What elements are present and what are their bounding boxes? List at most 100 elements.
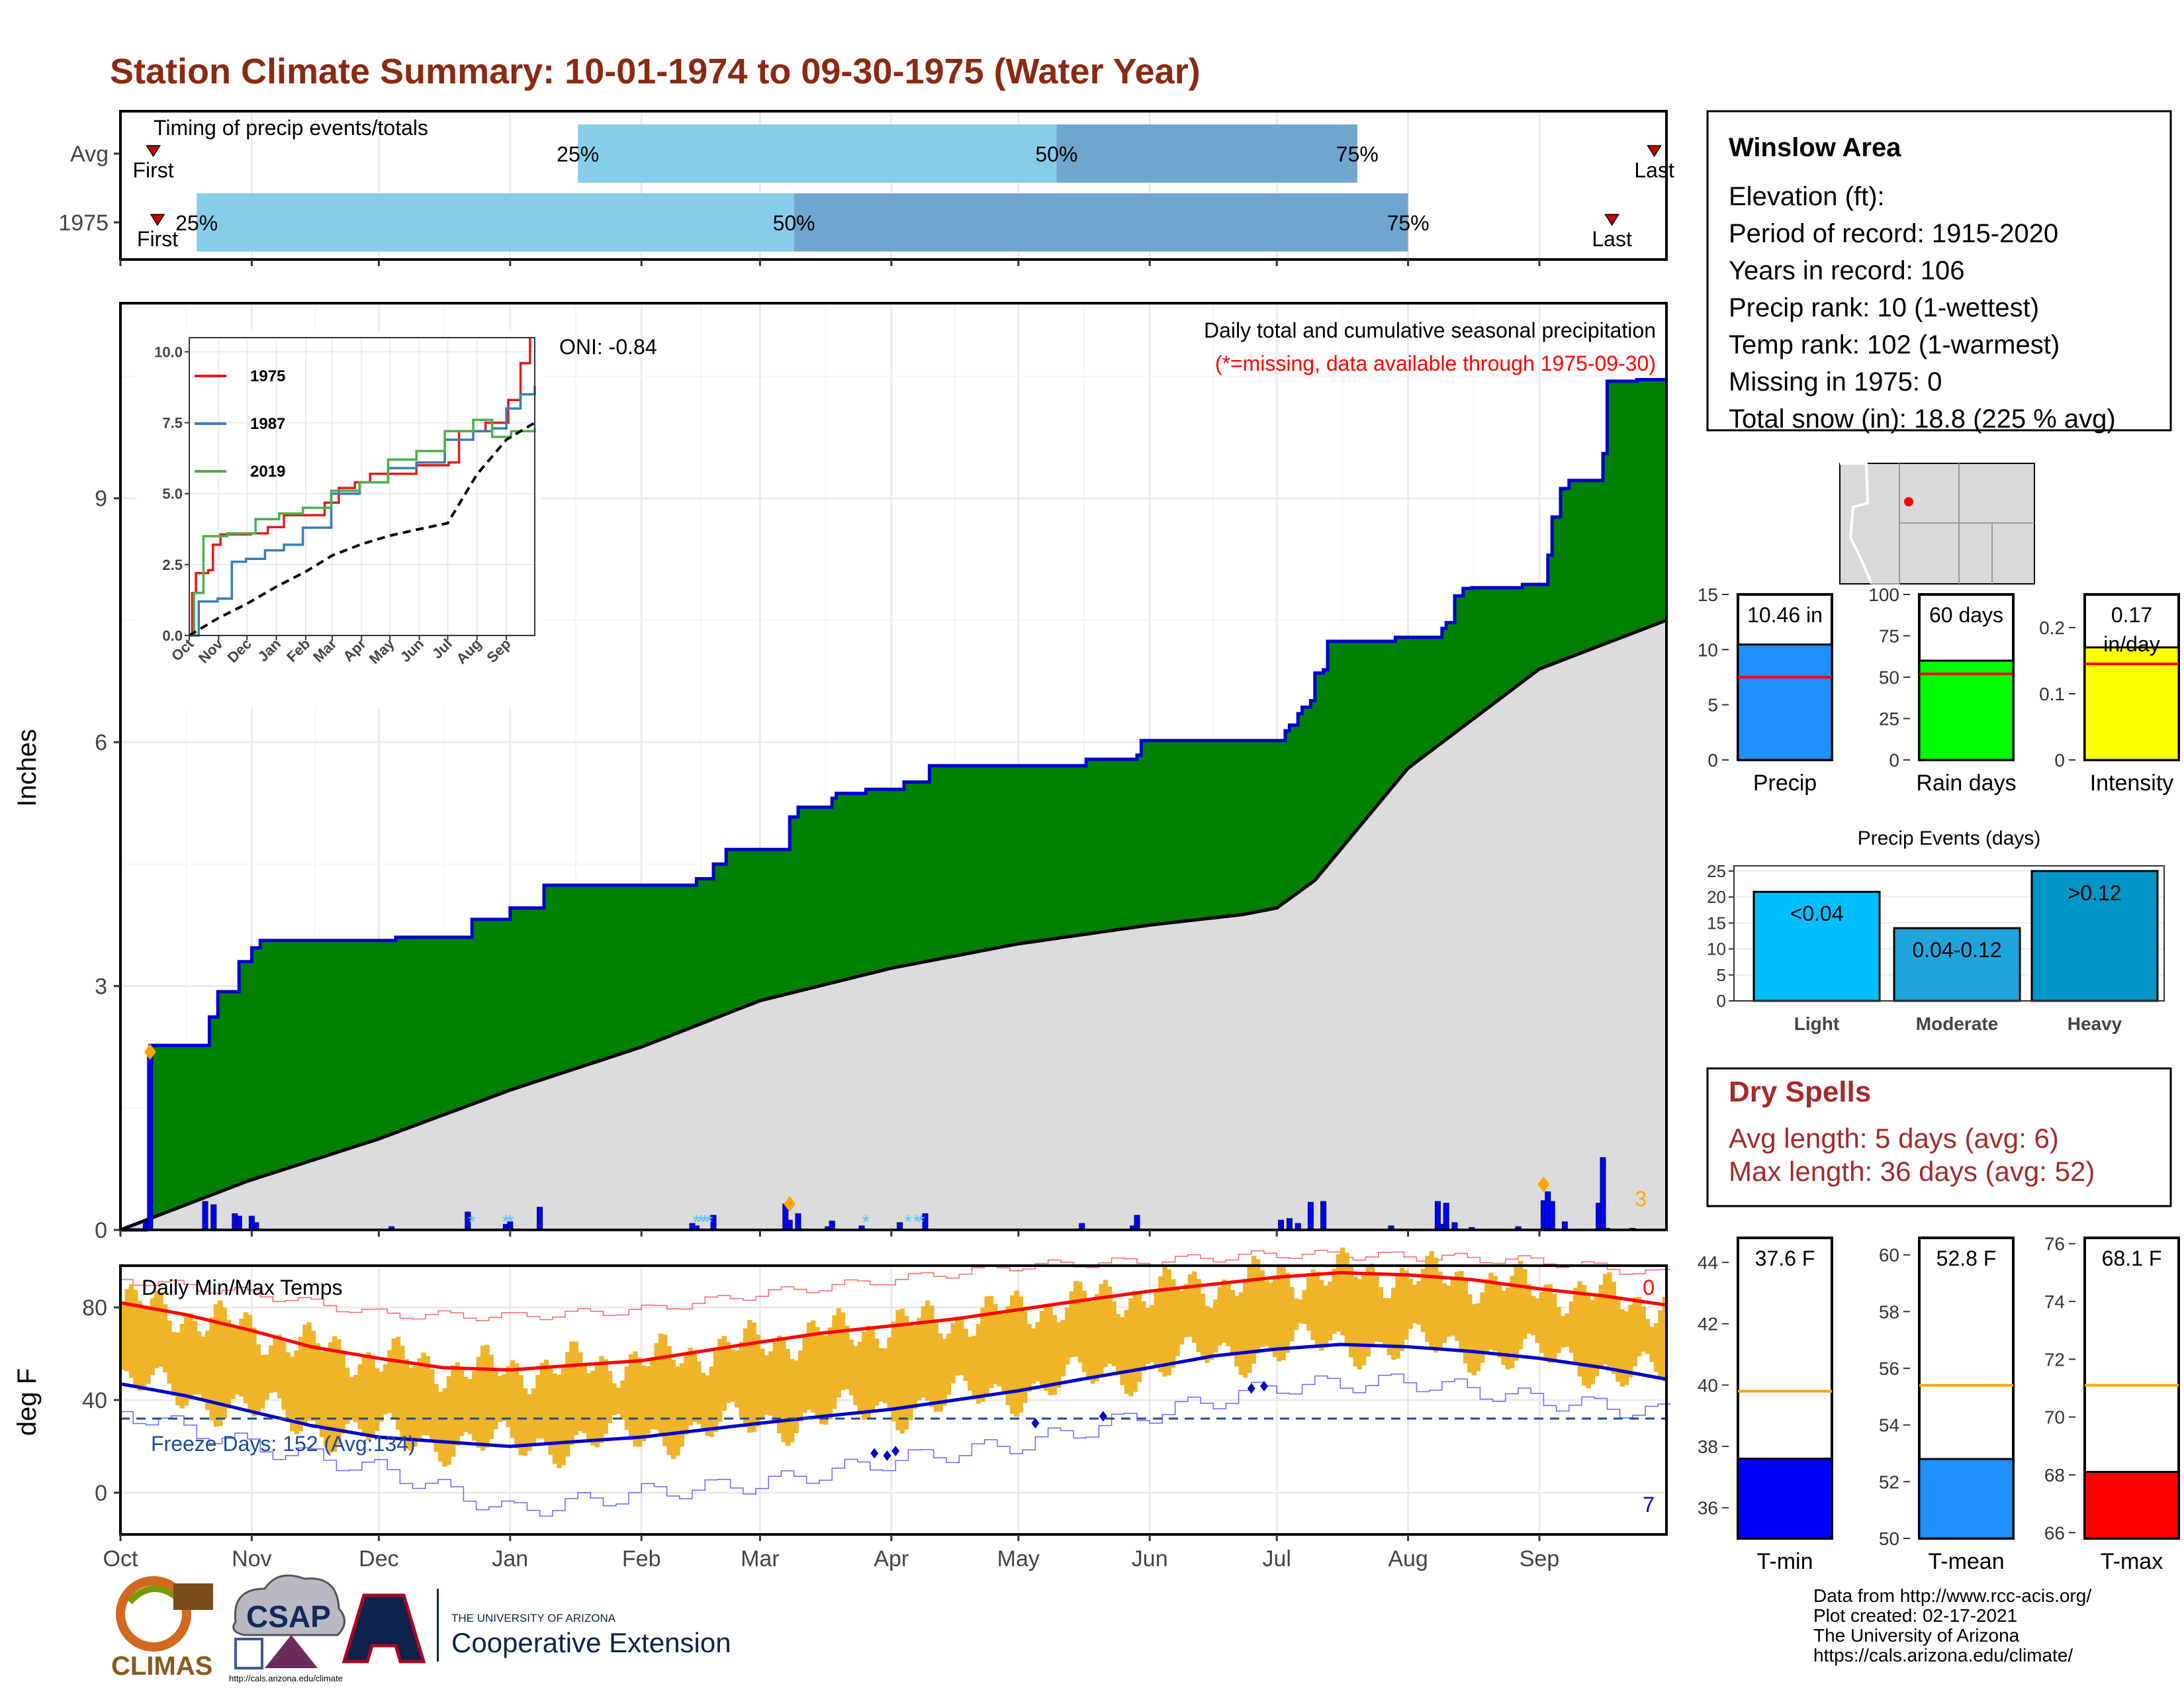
daily-temp-range-bar <box>1285 1272 1291 1353</box>
month-tick-label-May: May <box>997 1546 1040 1571</box>
inset-legend-label-2019: 2019 <box>250 463 285 481</box>
timing-row-label-1975: 1975 <box>58 211 109 236</box>
summary-y-tick-label: 0.2 <box>2039 618 2065 638</box>
daily-temp-range-bar <box>1539 1292 1545 1353</box>
daily-temp-range-bar <box>735 1350 740 1408</box>
daily-temp-range-bar <box>1543 1284 1549 1361</box>
daily-temp-range-bar <box>1323 1286 1328 1348</box>
info-line-6: Missing in 1975: 0 <box>1729 367 1942 397</box>
daily-temp-range-bar <box>425 1356 430 1436</box>
daily-temp-range-bar <box>1387 1297 1392 1356</box>
daily-temp-range-bar <box>1086 1299 1091 1381</box>
daily-temp-range-bar <box>1505 1287 1510 1370</box>
summary-y-tick-label: 75 <box>1879 626 1899 647</box>
daily-temp-range-bar <box>1488 1272 1494 1350</box>
month-tick-label-Sep: Sep <box>1520 1546 1560 1571</box>
timing-bar-50-75-1975 <box>794 193 1408 252</box>
summary-category-label-T-min: T-min <box>1757 1549 1813 1574</box>
daily-temp-range-bar <box>1619 1309 1625 1387</box>
summary-bar-Intensity <box>2083 646 2180 761</box>
daily-temp-range-bar <box>188 1313 193 1400</box>
snow-marker: * <box>506 1211 514 1233</box>
daily-temp-range-bar <box>1081 1290 1087 1372</box>
daily-temp-range-bar <box>1365 1264 1371 1357</box>
daily-temp-range-bar <box>1077 1282 1083 1363</box>
daily-temp-range-bar <box>1467 1294 1473 1373</box>
daily-temp-range-bar <box>1268 1282 1273 1351</box>
summary-value-label-T-min: 37.6 F <box>1755 1246 1815 1270</box>
daily-temp-range-bar <box>163 1304 168 1373</box>
daily-temp-range-bar <box>709 1366 714 1437</box>
daily-temp-range-bar <box>510 1360 515 1438</box>
daily-temp-range-bar <box>747 1319 752 1433</box>
summary-y-tick-label: 66 <box>2044 1523 2065 1543</box>
daily-temp-range-bar <box>870 1328 875 1413</box>
daily-temp-range-bar <box>1615 1297 1621 1382</box>
snow-marker: * <box>468 1211 476 1233</box>
daily-temp-range-bar <box>340 1352 345 1434</box>
daily-temp-range-bar <box>806 1322 811 1410</box>
temperature-panel: 0 40 80 Oct Nov Dec Jan Feb Mar Apr May Jun Jul Aug Se… <box>13 1247 1671 1571</box>
daily-temp-range-bar <box>1073 1281 1079 1357</box>
daily-temp-range-bar <box>692 1350 698 1422</box>
oni-label: ONI: -0.84 <box>559 335 657 359</box>
daily-temp-range-bar <box>1383 1297 1388 1348</box>
daily-temp-range-bar <box>1306 1277 1312 1331</box>
daily-temp-range-bar <box>1243 1279 1248 1378</box>
timing-frame <box>119 110 1668 261</box>
daily-temp-range-bar <box>1497 1285 1502 1358</box>
university-of-arizona-logo: THE UNIVERSITY OF ARIZONA Cooperative Ex… <box>341 1589 731 1664</box>
daily-temp-range-bar <box>1107 1286 1113 1364</box>
daily-temp-range-bar <box>218 1300 223 1427</box>
daily-temp-range-bar <box>612 1383 617 1415</box>
timing-last-marker <box>1647 145 1662 158</box>
daily-temp-range-bar <box>921 1306 926 1398</box>
summary-value-label-Rain days: 60 days <box>1929 603 2003 627</box>
summary-y-tick-label: 72 <box>2044 1349 2065 1370</box>
daily-temp-range-bar <box>328 1342 333 1454</box>
daily-temp-range-bar <box>785 1348 790 1446</box>
daily-temp-range-bar <box>133 1289 138 1386</box>
daily-temp-range-bar <box>1569 1301 1574 1353</box>
daily-precip-bar <box>202 1201 208 1231</box>
daily-temp-range-bar <box>1150 1305 1155 1362</box>
daily-temp-range-bar <box>1416 1281 1422 1325</box>
daily-temp-range-bar <box>146 1307 151 1384</box>
daily-temp-range-bar <box>1420 1268 1426 1333</box>
events-y-tick-label: 0 <box>1717 991 1726 1011</box>
events-bar-Moderate <box>1893 927 2021 1002</box>
daily-temp-range-bar <box>1332 1268 1337 1334</box>
daily-temp-range-bar <box>777 1335 782 1434</box>
daily-temp-range-bar <box>989 1295 994 1388</box>
snow-marker: * <box>705 1211 713 1233</box>
daily-temp-range-bar <box>802 1335 807 1413</box>
average-max-temp-line <box>120 1270 1667 1372</box>
summary-y-tick-label: 50 <box>1879 667 1899 688</box>
daily-precip-bar <box>829 1220 835 1231</box>
daily-temp-range-bar <box>1196 1279 1201 1352</box>
daily-temp-range-bar <box>1247 1264 1252 1374</box>
daily-temp-range-bar <box>1565 1313 1570 1347</box>
daily-temp-range-bar <box>171 1332 176 1396</box>
daily-temp-range-bar <box>1183 1284 1189 1338</box>
daily-temp-range-bar <box>349 1377 354 1421</box>
daily-temp-range-bar <box>1471 1304 1477 1376</box>
daily-temp-range-bar <box>1611 1282 1616 1374</box>
daily-temp-range-bar <box>675 1366 680 1456</box>
daily-temp-range-bar <box>412 1366 418 1447</box>
max-event-count: 3 <box>1635 1187 1647 1211</box>
daily-temp-range-bar <box>1501 1291 1506 1366</box>
summary-y-tick-label: 0 <box>2054 750 2065 771</box>
daily-temp-range-bar <box>438 1391 443 1462</box>
inset-y-tick-label: 2.5 <box>162 557 183 573</box>
daily-temp-range-bar <box>497 1376 502 1423</box>
daily-temp-range-bar <box>209 1317 214 1421</box>
daily-temp-range-bar <box>1645 1319 1651 1354</box>
daily-temp-range-bar <box>179 1323 185 1409</box>
daily-temp-range-bar <box>375 1368 380 1431</box>
climas-logo: CLIMAS <box>111 1576 213 1681</box>
daily-temp-range-bar <box>1357 1279 1362 1370</box>
daily-temp-range-bar <box>1441 1283 1447 1343</box>
daily-temp-range-bar <box>1484 1279 1489 1354</box>
